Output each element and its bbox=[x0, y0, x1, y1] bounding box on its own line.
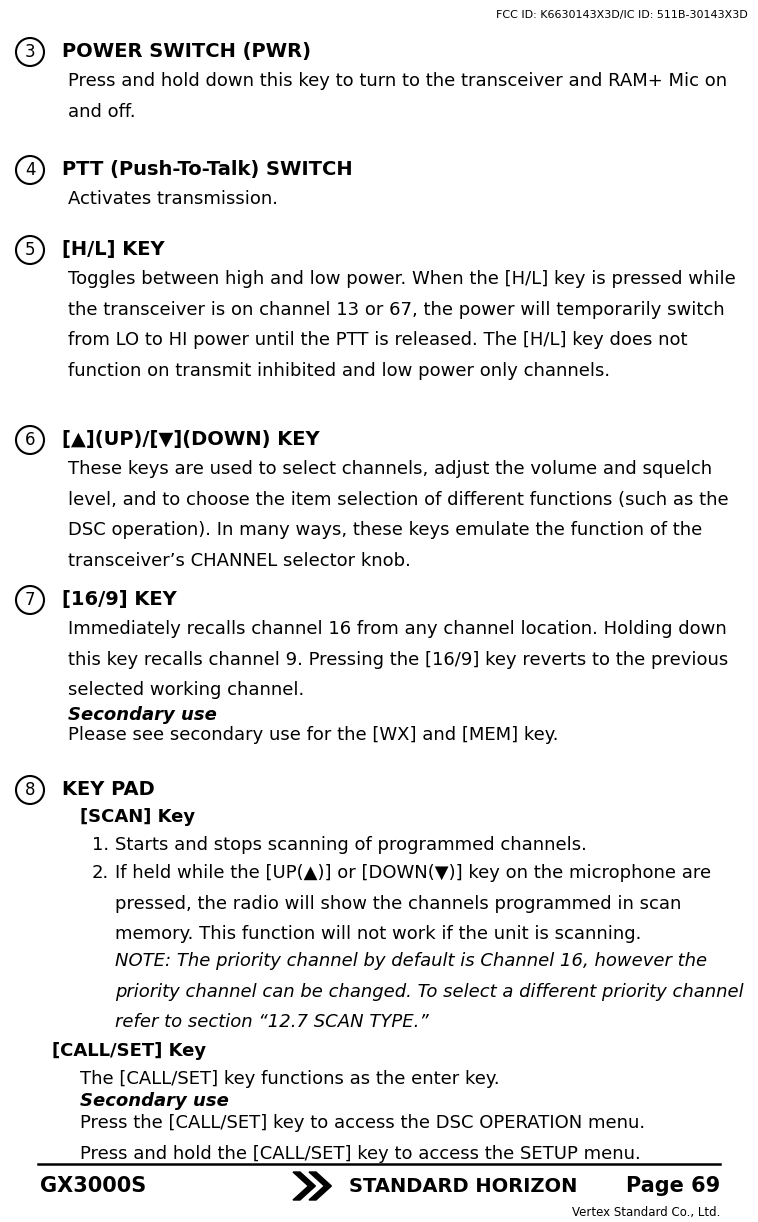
Text: Toggles between high and low power. When the [​H/L​] key is pressed while
the tr: Toggles between high and low power. When… bbox=[68, 270, 736, 380]
Text: Vertex Standard Co., Ltd.: Vertex Standard Co., Ltd. bbox=[572, 1206, 720, 1220]
Text: Press and hold down this key to turn to the transceiver and RAM+ Mic on
and off.: Press and hold down this key to turn to … bbox=[68, 72, 727, 121]
Text: PTT (​Push-To-Talk​) SWITCH: PTT (​Push-To-Talk​) SWITCH bbox=[62, 160, 352, 178]
Text: If held while the [​UP(▲)​] or [​DOWN(▼)​] key on the microphone are
pressed, th: If held while the [​UP(▲)​] or [​DOWN(▼)… bbox=[115, 864, 711, 943]
Text: [​SCAN​] Key: [​SCAN​] Key bbox=[80, 808, 195, 826]
Text: [​16/9​] KEY: [​16/9​] KEY bbox=[62, 590, 177, 609]
Text: STANDARD HORIZON: STANDARD HORIZON bbox=[349, 1177, 578, 1195]
Text: The [​CALL/SET​] key functions as the enter key.: The [​CALL/SET​] key functions as the en… bbox=[80, 1070, 500, 1088]
Text: 2.: 2. bbox=[92, 864, 109, 882]
Text: NOTE: The priority channel by default is Channel 16, however the
priority channe: NOTE: The priority channel by default is… bbox=[115, 952, 744, 1031]
Text: [​CALL/SET​] Key: [​CALL/SET​] Key bbox=[52, 1042, 206, 1059]
Text: 7: 7 bbox=[25, 591, 36, 609]
Polygon shape bbox=[293, 1172, 315, 1200]
Text: Page 69: Page 69 bbox=[626, 1176, 720, 1196]
Text: Immediately recalls channel 16 from any channel location. Holding down
this key : Immediately recalls channel 16 from any … bbox=[68, 620, 728, 699]
Text: These keys are used to select channels, adjust the volume and squelch
level, and: These keys are used to select channels, … bbox=[68, 459, 728, 569]
Text: [▲](UP)/[▼](DOWN) KEY: [▲](UP)/[▼](DOWN) KEY bbox=[62, 430, 320, 448]
Text: POWER SWITCH (​PWR​): POWER SWITCH (​PWR​) bbox=[62, 42, 311, 61]
Text: GX3000S: GX3000S bbox=[40, 1176, 146, 1196]
Text: Press the [​CALL/SET​] key to access the DSC OPERATION menu.
Press and hold the : Press the [​CALL/SET​] key to access the… bbox=[80, 1114, 645, 1162]
Text: KEY PAD: KEY PAD bbox=[62, 780, 155, 799]
Polygon shape bbox=[309, 1172, 331, 1200]
Text: 8: 8 bbox=[25, 781, 36, 799]
Text: [​H/L​] KEY: [​H/L​] KEY bbox=[62, 240, 164, 259]
Text: Activates transmission.: Activates transmission. bbox=[68, 189, 278, 208]
Text: Secondary use: Secondary use bbox=[80, 1092, 229, 1110]
Text: 3: 3 bbox=[25, 43, 36, 61]
Text: Secondary use: Secondary use bbox=[68, 706, 217, 723]
Text: 6: 6 bbox=[25, 431, 36, 448]
Text: 4: 4 bbox=[25, 161, 36, 178]
Text: Starts and stops scanning of programmed channels.: Starts and stops scanning of programmed … bbox=[115, 836, 587, 854]
Text: Please see secondary use for the [​WX​] and [​MEM​] key.: Please see secondary use for the [​WX​] … bbox=[68, 726, 559, 744]
Text: 5: 5 bbox=[25, 241, 36, 259]
Text: 1.: 1. bbox=[92, 836, 109, 854]
Text: FCC ID: K6630143X3D/IC ID: 511B-30143X3D: FCC ID: K6630143X3D/IC ID: 511B-30143X3D bbox=[496, 10, 748, 20]
